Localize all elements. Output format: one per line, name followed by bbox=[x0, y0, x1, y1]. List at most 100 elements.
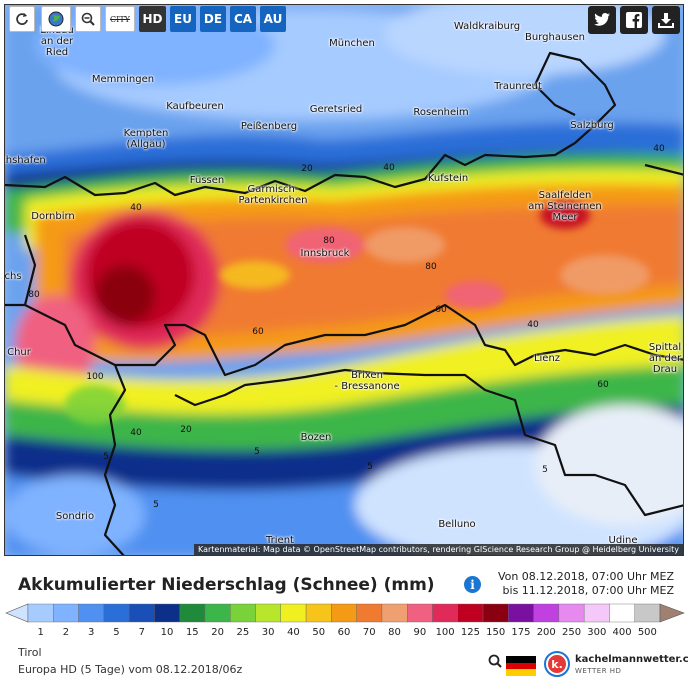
globe-icon bbox=[48, 11, 64, 27]
city-memmingen: Memmingen bbox=[91, 74, 155, 85]
contour-label: 40 bbox=[130, 428, 142, 438]
legend-swatch bbox=[230, 603, 256, 623]
twitter-button[interactable] bbox=[588, 6, 616, 34]
period-to: bis 11.12.2018, 07:00 Uhr MEZ bbox=[502, 584, 674, 597]
city-saalfelden: Saalfelden am Steinernen Meer bbox=[528, 190, 602, 223]
map-canvas bbox=[5, 5, 683, 555]
city-lienz: Lienz bbox=[533, 353, 561, 364]
legend-tick: 7 bbox=[138, 627, 145, 638]
facebook-icon bbox=[626, 12, 642, 28]
map-attribution: Kartenmaterial: Map data © OpenStreetMap… bbox=[193, 544, 683, 555]
legend-swatch bbox=[128, 603, 155, 623]
contour-label: 80 bbox=[323, 236, 335, 246]
city-brixen: Brixen - Bressanone bbox=[334, 370, 400, 392]
refresh-icon bbox=[16, 13, 28, 25]
germany-flag-icon bbox=[506, 656, 536, 676]
legend-swatch bbox=[558, 603, 585, 623]
legend-tick: 1 bbox=[37, 627, 44, 638]
contour-label: 5 bbox=[367, 462, 373, 472]
legend-tick: 25 bbox=[236, 627, 250, 638]
region-au-button[interactable]: AU bbox=[260, 6, 286, 32]
contour-label: 40 bbox=[653, 144, 665, 154]
city-waldkraiburg: Waldkraiburg bbox=[453, 21, 521, 32]
brand-subtitle: WETTER HD bbox=[575, 667, 622, 675]
city-buchs: chs bbox=[4, 271, 22, 282]
legend-tick: 400 bbox=[612, 627, 632, 638]
legend-tick: 200 bbox=[536, 627, 556, 638]
legend-swatch bbox=[255, 603, 282, 623]
legend-tick: 150 bbox=[486, 627, 506, 638]
city-innsbruck: Innsbruck bbox=[300, 248, 350, 259]
legend-swatch bbox=[482, 603, 509, 623]
map-title: Akkumulierter Niederschlag (Schnee) (mm) bbox=[18, 575, 435, 595]
city-belluno: Belluno bbox=[438, 519, 476, 530]
region-ca-button[interactable]: CA bbox=[230, 6, 256, 32]
city-udine: Udine bbox=[608, 535, 638, 546]
precipitation-map[interactable]: 40 20 40 40 80 80 60 80 60 40 60 100 40 … bbox=[4, 4, 684, 556]
contour-label: 20 bbox=[301, 164, 313, 174]
legend-tick: 175 bbox=[511, 627, 531, 638]
legend-swatch bbox=[533, 603, 560, 623]
legend-swatch bbox=[27, 603, 54, 623]
legend-swatch bbox=[356, 603, 383, 623]
legend-tick: 100 bbox=[435, 627, 455, 638]
city-dornbirn: Dornbirn bbox=[31, 211, 75, 222]
brand-area: k. kachelmannwetter.com WETTER HD bbox=[488, 650, 688, 682]
legend-swatch bbox=[583, 603, 610, 623]
info-button[interactable]: i bbox=[464, 576, 481, 593]
legend-arrow-left bbox=[5, 603, 29, 623]
legend-tick: 125 bbox=[460, 627, 480, 638]
hd-button[interactable]: HD bbox=[139, 6, 166, 32]
refresh-button[interactable] bbox=[9, 6, 35, 32]
search-hd-icon bbox=[488, 654, 502, 668]
legend-arrow-right bbox=[659, 603, 685, 623]
contour-label: 40 bbox=[130, 203, 142, 213]
legend-swatch bbox=[381, 603, 408, 623]
download-button[interactable] bbox=[652, 6, 680, 34]
period-from: Von 08.12.2018, 07:00 Uhr MEZ bbox=[497, 570, 674, 583]
legend-tick: 30 bbox=[261, 627, 275, 638]
legend-tick: 15 bbox=[185, 627, 199, 638]
download-icon bbox=[658, 13, 674, 28]
legend-swatch bbox=[432, 603, 458, 623]
brand-logo[interactable]: k. bbox=[544, 651, 570, 677]
legend-swatch bbox=[154, 603, 180, 623]
legend-swatch bbox=[280, 603, 307, 623]
legend-swatch bbox=[179, 603, 206, 623]
city-chur: Chur bbox=[7, 347, 31, 358]
legend-tick: 80 bbox=[388, 627, 401, 638]
city-burghausen: Burghausen bbox=[525, 32, 585, 43]
city-sondrio: Sondrio bbox=[55, 511, 95, 522]
city-peissenberg: Peißenberg bbox=[240, 121, 298, 132]
contour-label: 40 bbox=[527, 320, 539, 330]
legend-tick: 3 bbox=[88, 627, 95, 638]
city-toggle-button[interactable]: CITY bbox=[105, 6, 135, 32]
brand-name[interactable]: kachelmannwetter.com bbox=[575, 654, 688, 665]
legend-tick: 60 bbox=[337, 627, 351, 638]
city-trient: Trient bbox=[266, 535, 294, 546]
legend-swatch bbox=[634, 603, 661, 623]
contour-label: 60 bbox=[597, 380, 609, 390]
city-kaufbeuren: Kaufbeuren bbox=[166, 101, 224, 112]
region-de-button[interactable]: DE bbox=[200, 6, 226, 32]
contour-label: 5 bbox=[153, 500, 159, 510]
city-salzburg: Salzburg bbox=[570, 120, 614, 131]
city-muenchen: München bbox=[329, 38, 375, 49]
city-friedrichshafen: chshafen bbox=[4, 155, 46, 166]
contour-label: 60 bbox=[252, 327, 264, 337]
region-eu-button[interactable]: EU bbox=[170, 6, 196, 32]
legend-swatch bbox=[508, 603, 534, 623]
city-garmisch: Garmisch- Partenkirchen bbox=[238, 184, 308, 206]
legend-tick: 40 bbox=[287, 627, 300, 638]
contour-label: 80 bbox=[425, 262, 437, 272]
globe-button[interactable] bbox=[41, 6, 71, 32]
facebook-button[interactable] bbox=[620, 6, 648, 34]
city-rosenheim: Rosenheim bbox=[413, 107, 469, 118]
info-icon: i bbox=[470, 577, 475, 592]
contour-label: 5 bbox=[542, 465, 548, 475]
zoom-button[interactable] bbox=[75, 6, 101, 32]
contour-label: 5 bbox=[103, 452, 109, 462]
legend-swatch bbox=[78, 603, 105, 623]
legend-swatch bbox=[53, 603, 79, 623]
